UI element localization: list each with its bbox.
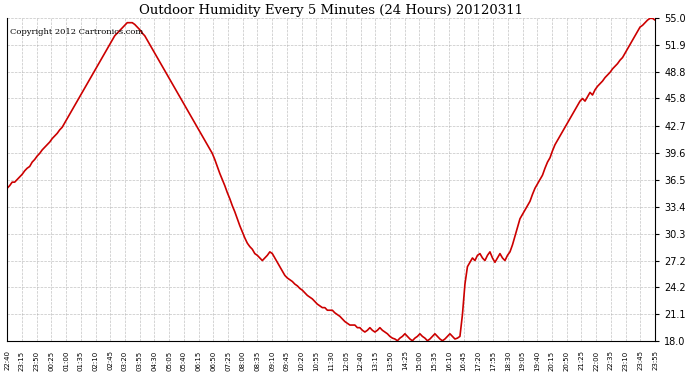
Title: Outdoor Humidity Every 5 Minutes (24 Hours) 20120311: Outdoor Humidity Every 5 Minutes (24 Hou…	[139, 4, 523, 17]
Text: Copyright 2012 Cartronics.com: Copyright 2012 Cartronics.com	[10, 28, 144, 36]
